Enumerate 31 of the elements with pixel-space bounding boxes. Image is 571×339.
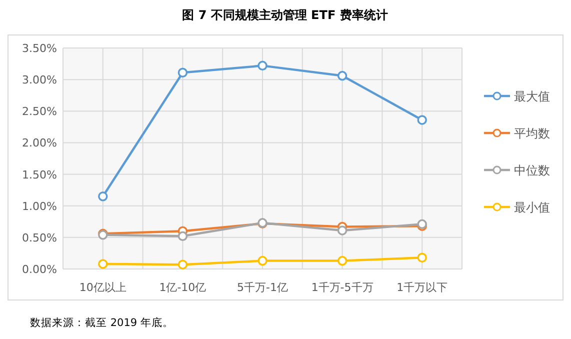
y-tick-label: 0.00% xyxy=(22,263,57,276)
y-tick-label: 1.00% xyxy=(22,200,57,213)
x-tick-label: 1千万-5千万 xyxy=(311,281,374,294)
point xyxy=(258,256,268,266)
x-tick-label: 1千万以下 xyxy=(396,281,448,294)
legend-label: 中位数 xyxy=(514,164,550,178)
x-tick-label: 1亿-10亿 xyxy=(159,281,206,294)
point xyxy=(417,115,427,125)
legend-label: 平均数 xyxy=(514,126,550,140)
point xyxy=(98,259,108,269)
y-tick-label: 3.00% xyxy=(22,74,57,87)
point xyxy=(258,60,268,71)
x-tick-label: 10亿以上 xyxy=(79,281,126,294)
legend-label: 最小值 xyxy=(514,200,550,214)
x-tick-label: 5千万-1亿 xyxy=(237,281,288,294)
point xyxy=(337,70,348,81)
source-note: 数据来源：截至 2019 年底。 xyxy=(30,316,174,329)
point xyxy=(337,256,348,266)
point xyxy=(178,68,188,78)
legend-label: 最大值 xyxy=(514,90,550,104)
y-tick-label: 3.50% xyxy=(22,42,57,55)
y-tick-label: 0.50% xyxy=(22,231,57,244)
point xyxy=(178,260,188,270)
y-tick-label: 2.00% xyxy=(22,136,57,150)
point xyxy=(417,252,427,263)
title: 图 7 不同规模主动管理 ETF 费率统计 xyxy=(182,8,388,22)
point xyxy=(98,192,108,202)
point xyxy=(178,231,188,242)
y-tick-label: 2.50% xyxy=(22,105,57,118)
y-tick-label: 1.50% xyxy=(22,168,57,182)
point xyxy=(337,226,348,236)
